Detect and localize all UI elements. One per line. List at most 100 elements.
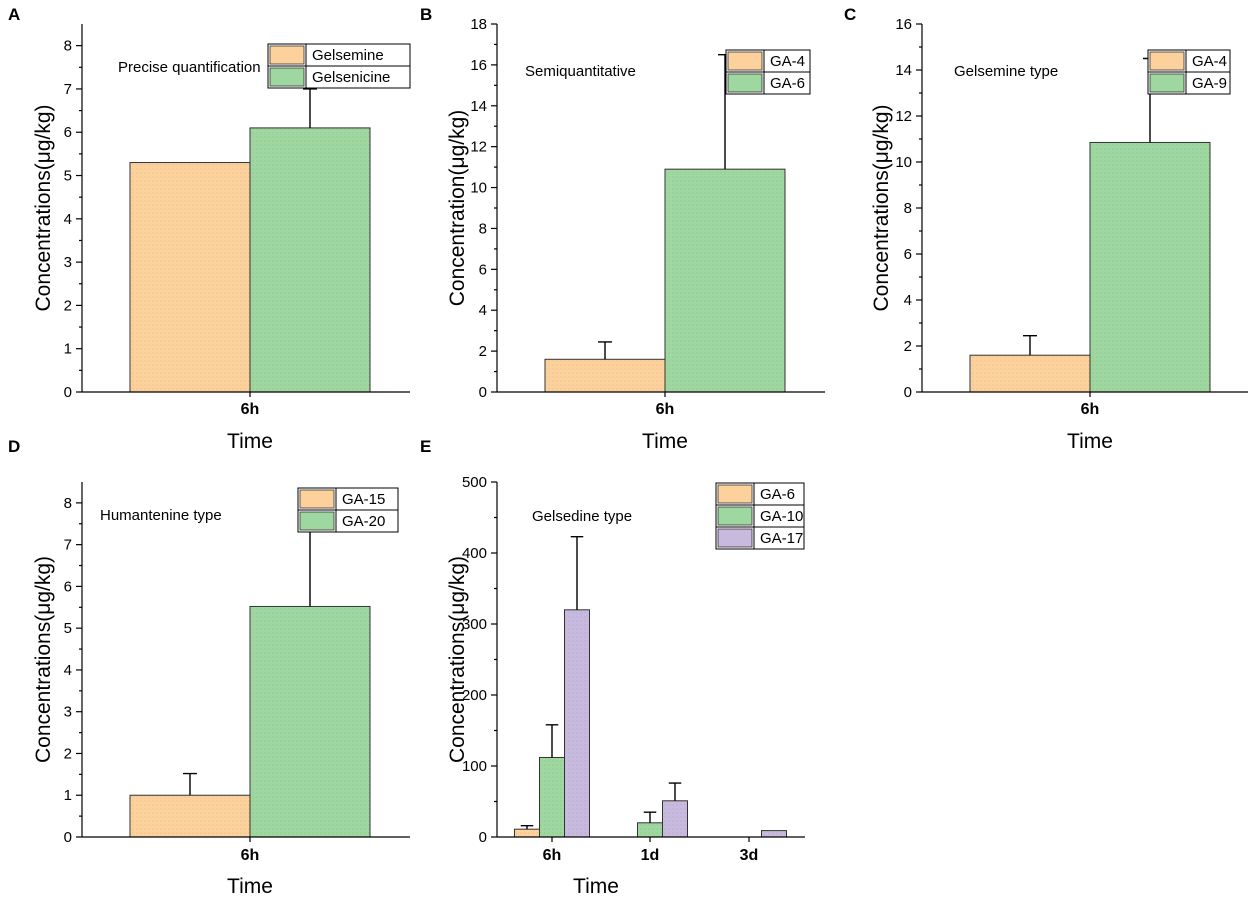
y-tick-label: 300 <box>462 616 487 633</box>
panel-annotation: Semiquantitative <box>525 63 636 80</box>
y-tick-label: 8 <box>64 495 72 512</box>
legend: GA-4 GA-9 <box>1147 49 1231 95</box>
bar-texture <box>564 609 590 837</box>
panel-letter: D <box>8 437 20 456</box>
legend: Gelsemine Gelsenicine <box>267 43 411 89</box>
y-tick-label: 500 <box>462 474 487 491</box>
x-axis-title: Time <box>227 875 273 898</box>
legend-swatch-ga-6 <box>717 484 753 504</box>
legend-label: Gelsemine <box>312 47 384 64</box>
y-axis-title: Concentrations(μg/kg) <box>32 556 55 763</box>
y-tick-label: 10 <box>895 154 912 171</box>
error-bar-ga-15-6h <box>183 772 197 796</box>
x-tick-label: 6h <box>241 847 260 864</box>
bar-texture <box>545 359 665 392</box>
y-tick-label: 4 <box>64 662 72 679</box>
y-tick-label: 0 <box>479 829 487 846</box>
panel-letter: B <box>420 5 432 24</box>
error-bar-ga-4-6h <box>1023 334 1037 356</box>
x-tick-label: 6h <box>1081 401 1100 418</box>
x-axis-title: Time <box>227 430 273 453</box>
y-tick-label: 400 <box>462 545 487 562</box>
legend-swatch-ga-20 <box>299 511 335 531</box>
legend: GA-15 GA-20 <box>297 487 399 533</box>
panel-annotation: Humantenine type <box>100 507 222 524</box>
y-tick-label: 6 <box>479 261 487 278</box>
panel-d: D 6h 0 1 2 3 4 5 6 7 8 Concentrations(μg/kg) Time Hum… <box>8 437 410 898</box>
legend-swatch-ga-4 <box>1149 51 1185 71</box>
y-tick-label: 5 <box>64 168 72 185</box>
bar-texture <box>761 830 787 837</box>
error-bar-ga-10-1d <box>643 811 657 823</box>
x-tick-label: 6h <box>656 401 675 418</box>
legend-swatch-ga-10 <box>717 506 753 526</box>
y-tick-label: 0 <box>64 384 72 401</box>
legend-swatch-ga-17 <box>717 528 753 548</box>
legend-label: GA-20 <box>342 513 385 530</box>
y-tick-label: 1 <box>64 341 72 358</box>
x-axis-title: Time <box>573 875 619 898</box>
y-axis-title: Concentrations(μg/kg) <box>870 104 893 311</box>
legend-label: Gelsenicine <box>312 69 390 86</box>
y-tick-label: 12 <box>895 108 912 125</box>
y-tick-label: 0 <box>479 384 487 401</box>
panel-annotation: Gelsemine type <box>954 63 1058 80</box>
y-tick-label: 8 <box>479 220 487 237</box>
panel-annotation: Precise quantification <box>118 59 261 76</box>
legend: GA-6 GA-10 GA-17 <box>715 482 805 550</box>
legend-label: GA-15 <box>342 491 385 508</box>
bar-texture <box>637 822 663 837</box>
legend-label: GA-10 <box>760 508 803 525</box>
y-tick-label: 7 <box>64 81 72 98</box>
legend-swatch-ga-15 <box>299 489 335 509</box>
legend-label: GA-17 <box>760 530 803 547</box>
error-bar-ga-6-6h <box>520 824 534 830</box>
x-tick-label: 3d <box>740 847 759 864</box>
y-tick-label: 8 <box>904 200 912 217</box>
error-bar-ga-17-6h <box>570 535 584 610</box>
y-tick-label: 7 <box>64 537 72 554</box>
legend-swatch-ga-4 <box>727 51 763 71</box>
y-tick-label: 4 <box>64 211 72 228</box>
x-axis-title: Time <box>1067 430 1113 453</box>
panel-b: B 6h 0 2 4 6 8 10 12 14 16 18 Concentration(μg/kg) Ti… <box>420 5 825 453</box>
y-tick-label: 4 <box>479 302 487 319</box>
x-tick-label: 1d <box>641 847 660 864</box>
legend-label: GA-4 <box>770 53 805 70</box>
x-axis-title: Time <box>642 430 688 453</box>
y-tick-label: 14 <box>895 62 912 79</box>
y-tick-label: 2 <box>904 338 912 355</box>
y-tick-label: 18 <box>470 16 487 33</box>
bar-texture <box>665 169 785 392</box>
y-tick-label: 16 <box>895 16 912 33</box>
error-bar-ga-20-6h <box>303 525 317 607</box>
panel-annotation: Gelsedine type <box>532 508 632 525</box>
bar-texture <box>130 795 250 837</box>
error-bar-gelsenicine-6h <box>303 88 317 128</box>
legend: GA-4 GA-6 <box>725 49 811 95</box>
panel-e: E 6h 1d 3d 0 100 200 300 400 500 Concentrations(μg… <box>420 437 805 898</box>
y-tick-label: 2 <box>64 745 72 762</box>
y-tick-label: 0 <box>64 829 72 846</box>
bar-texture <box>130 162 250 392</box>
bar-texture <box>250 606 370 837</box>
y-tick-label: 4 <box>904 292 912 309</box>
y-tick-label: 3 <box>64 254 72 271</box>
y-tick-label: 2 <box>64 297 72 314</box>
y-tick-label: 5 <box>64 620 72 637</box>
y-tick-label: 10 <box>470 180 487 197</box>
bar-texture <box>662 800 688 837</box>
legend-label: GA-6 <box>770 75 805 92</box>
bar-texture <box>539 757 565 837</box>
error-bar-ga-4-6h <box>598 341 612 360</box>
panel-letter: A <box>8 5 20 24</box>
error-bar-ga-10-6h <box>545 724 559 758</box>
y-tick-label: 3 <box>64 704 72 721</box>
legend-swatch-gelsenicine <box>269 67 305 87</box>
panel-c: C 6h 0 2 4 6 8 10 12 14 16 Concentrations(μg/kg) Tim… <box>844 5 1248 453</box>
y-axis-title: Concentrations(μg/kg) <box>446 556 469 763</box>
panel-letter: C <box>844 5 856 24</box>
y-tick-label: 1 <box>64 787 72 804</box>
legend-swatch-ga-9 <box>1149 73 1185 93</box>
